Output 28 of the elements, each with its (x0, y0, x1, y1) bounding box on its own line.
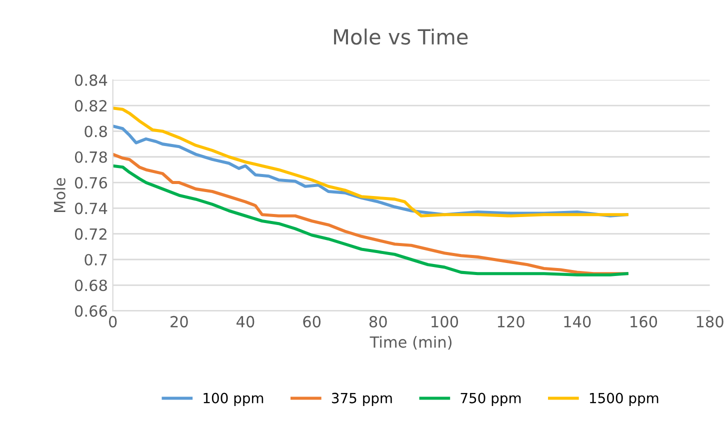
legend-label: 1500 ppm (590, 392, 658, 406)
x-tick-label: 160 (630, 316, 658, 328)
y-tick-label: 0.7 (84, 254, 107, 266)
legend-label: 100 ppm (204, 392, 264, 406)
x-tick-label: 80 (369, 316, 387, 328)
x-tick-label: 120 (498, 316, 524, 328)
legend-label: 750 ppm (460, 392, 521, 406)
x-tick-label: 140 (564, 316, 591, 328)
y-tick-label: 0.66 (74, 305, 108, 317)
x-tick-label: 40 (236, 316, 254, 328)
y-tick-label: 0.82 (74, 100, 106, 112)
y-tick-label: 0.74 (74, 202, 108, 214)
x-tick-label: 20 (170, 316, 188, 328)
y-axis-title: Mole (54, 178, 66, 212)
line-series (112, 106, 628, 218)
y-tick-label: 0.84 (74, 74, 108, 86)
y-tick-label: 0.68 (74, 280, 107, 292)
y-tick-label: 0.8 (84, 126, 107, 138)
x-tick-label: 100 (432, 316, 458, 328)
x-tick-label: 60 (303, 316, 321, 328)
x-tick-label: 0 (108, 316, 117, 328)
y-tick-label: 0.72 (74, 228, 106, 240)
y-tick-label: 0.76 (74, 177, 108, 189)
chart-title: Mole vs Time (334, 28, 468, 45)
x-tick-label: 180 (696, 316, 724, 328)
legend-label: 375 ppm (332, 392, 392, 406)
y-tick-label: 0.78 (74, 151, 107, 163)
x-axis-title: Time (min) (370, 336, 452, 350)
